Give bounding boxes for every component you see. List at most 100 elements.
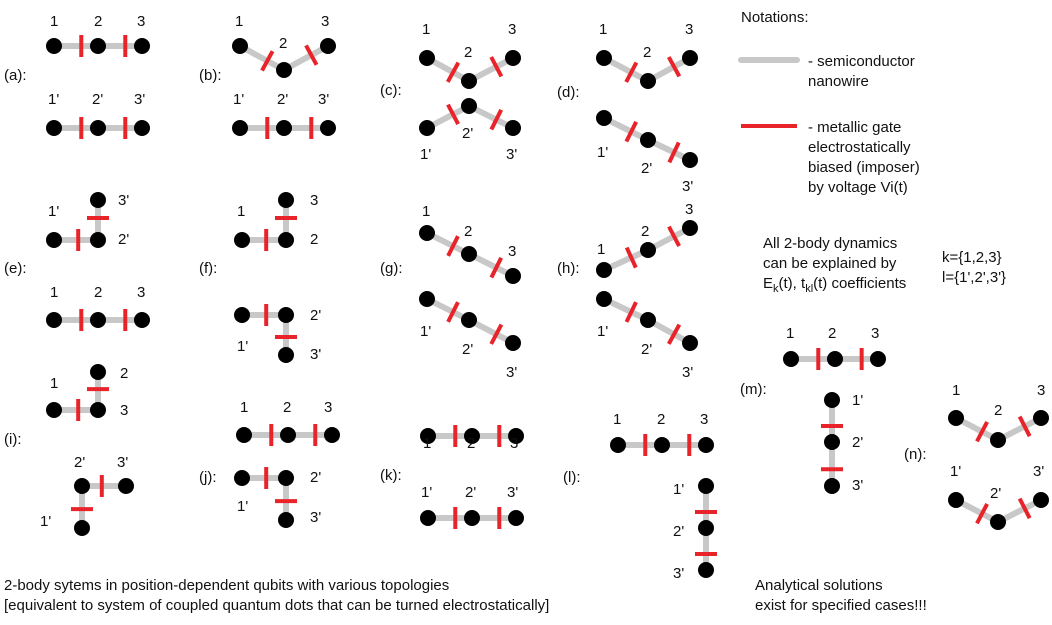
quantum-dot xyxy=(90,192,106,208)
quantum-dot xyxy=(508,510,524,526)
quantum-dot xyxy=(278,512,294,528)
quantum-dot xyxy=(278,347,294,363)
k-set: k={1,2,3} xyxy=(942,249,1002,266)
node-label: 1 xyxy=(422,203,430,220)
quantum-dot xyxy=(74,520,90,536)
nanowire-segment xyxy=(237,43,287,73)
node-label: 2 xyxy=(120,365,128,382)
quantum-dot xyxy=(46,120,62,136)
nanowire-segment xyxy=(466,103,516,131)
node-label: 1' xyxy=(673,481,684,498)
qubit-structures xyxy=(46,35,1049,578)
quantum-dot xyxy=(46,232,62,248)
node-label: 3 xyxy=(700,411,708,428)
quantum-dot xyxy=(324,427,340,443)
quantum-dot xyxy=(461,98,477,114)
dynamics-line-1: All 2-body dynamics xyxy=(763,235,897,252)
node-label: 1 xyxy=(786,325,794,342)
quantum-dot xyxy=(118,478,134,494)
node-label: 1' xyxy=(950,463,961,480)
quantum-dot xyxy=(654,437,670,453)
metallic-gate xyxy=(304,44,319,66)
quantum-dot xyxy=(640,312,656,328)
node-label: 3' xyxy=(310,509,321,526)
quantum-dot xyxy=(596,110,612,126)
quantum-dot xyxy=(46,402,62,418)
node-label: 1' xyxy=(237,498,248,515)
metallic-gate xyxy=(667,141,681,164)
quantum-dot xyxy=(276,62,292,78)
metallic-gate xyxy=(446,103,460,126)
node-label: 2 xyxy=(283,399,291,416)
metallic-gate xyxy=(624,120,638,143)
panel-tag-c: (c): xyxy=(380,82,402,99)
quantum-dot xyxy=(682,335,698,351)
quantum-dot xyxy=(419,225,435,241)
quantum-dot xyxy=(698,437,714,453)
node-label: 1' xyxy=(237,338,248,355)
quantum-dot xyxy=(596,262,612,278)
quantum-dot xyxy=(234,307,250,323)
quantum-dot xyxy=(824,434,840,450)
metallic-gate xyxy=(975,502,989,525)
dynamics-line-3: Ek(t), tkl(t) coefficients xyxy=(763,275,906,295)
quantum-dot xyxy=(90,120,106,136)
quantum-dot xyxy=(698,520,714,536)
quantum-dot xyxy=(596,291,612,307)
node-label: 3 xyxy=(871,325,879,342)
legend-gate-desc-1: - metallic gate xyxy=(808,119,901,136)
quantum-dot xyxy=(320,38,336,54)
l-set: l={1',2',3'} xyxy=(942,269,1006,286)
metallic-gate xyxy=(489,323,504,345)
nanowire-segment xyxy=(281,43,331,73)
node-label: 3' xyxy=(682,364,693,381)
metallic-gate xyxy=(624,246,638,269)
quantum-dot xyxy=(827,351,843,367)
metallic-gate xyxy=(446,61,461,83)
node-label: 3' xyxy=(134,91,145,108)
node-label: 3 xyxy=(508,21,516,38)
quantum-dot xyxy=(948,410,964,426)
node-label: 1' xyxy=(421,484,432,501)
quantum-dot xyxy=(505,335,521,351)
quantum-dot xyxy=(464,428,480,444)
metallic-gate xyxy=(446,301,460,323)
panel-tag-m: (m): xyxy=(740,381,767,398)
node-label: 3 xyxy=(137,284,145,301)
quantum-dot xyxy=(46,312,62,328)
node-label: 1 xyxy=(423,435,431,452)
quantum-dot xyxy=(505,120,521,136)
panel-tag-b: (b): xyxy=(199,67,222,84)
quantum-dot xyxy=(90,38,106,54)
node-label: 3 xyxy=(685,21,693,38)
quantum-dot xyxy=(824,478,840,494)
metallic-gate xyxy=(446,235,460,257)
panel-tag-h: (h): xyxy=(557,260,580,277)
node-label: 1 xyxy=(235,13,243,30)
panel-tag-i: (i): xyxy=(4,431,22,448)
node-label: 1 xyxy=(597,241,605,258)
quantum-dot xyxy=(682,220,698,236)
nanowire-segment xyxy=(466,251,516,279)
legend-gate-desc-2: electrostatically xyxy=(808,139,911,156)
node-label: 2' xyxy=(462,125,473,142)
node-label: 2 xyxy=(828,325,836,342)
quantum-dot xyxy=(505,268,521,284)
node-label: 3' xyxy=(318,91,329,108)
quantum-dot xyxy=(420,428,436,444)
node-label: 2 xyxy=(94,13,102,30)
node-label: 3' xyxy=(506,364,517,381)
quantum-dot xyxy=(824,392,840,408)
quantum-dot xyxy=(461,73,477,89)
node-label: 2' xyxy=(92,91,103,108)
metallic-gate xyxy=(624,301,638,323)
node-label: 2 xyxy=(467,435,475,452)
quantum-dot xyxy=(420,510,436,526)
quantum-dot xyxy=(276,120,292,136)
quantum-dot xyxy=(90,232,106,248)
quantum-dot xyxy=(234,470,250,486)
node-label: 3' xyxy=(118,192,129,209)
node-label: 3 xyxy=(324,399,332,416)
metallic-gate xyxy=(624,61,639,83)
